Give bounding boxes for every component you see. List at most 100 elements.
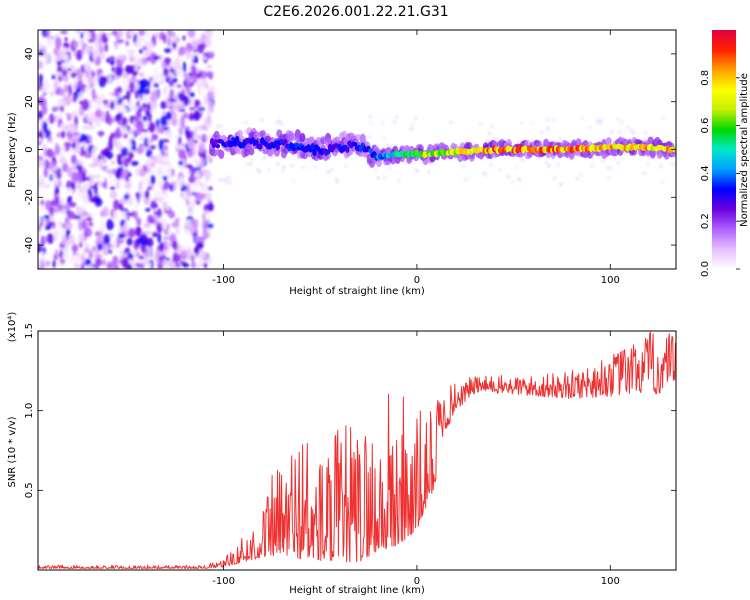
noise-cell xyxy=(120,211,125,219)
noise-cell xyxy=(57,74,63,82)
noise-cell xyxy=(53,177,59,185)
faint-speck xyxy=(670,163,674,167)
noise-cell xyxy=(53,165,59,172)
noise-cell xyxy=(97,32,101,41)
noise-cell xyxy=(190,254,195,263)
noise-cell xyxy=(182,263,190,268)
noise-cell xyxy=(198,192,205,201)
noise-cell xyxy=(156,196,164,203)
track-core xyxy=(258,143,263,150)
noise-cell xyxy=(139,233,148,243)
faint-speck xyxy=(344,164,348,168)
noise-cell xyxy=(134,64,139,72)
noise-cell xyxy=(87,188,93,200)
noise-cell xyxy=(78,91,84,96)
noise-cell xyxy=(172,252,179,264)
noise-cell xyxy=(125,90,131,101)
noise-cell xyxy=(156,92,160,99)
spectrogram-cells xyxy=(38,30,676,269)
faint-speck xyxy=(246,162,250,166)
noise-cell xyxy=(180,176,184,188)
faint-speck xyxy=(530,121,534,125)
track-halo xyxy=(301,152,308,160)
noise-cell xyxy=(110,100,115,110)
noise-cell xyxy=(88,251,94,260)
noise-cell xyxy=(110,160,116,166)
faint-speck xyxy=(617,131,621,135)
faint-speck xyxy=(381,121,385,125)
faint-speck xyxy=(661,180,665,184)
colorbar-tick-label: 0.8 xyxy=(700,70,711,86)
noise-cell xyxy=(42,81,51,93)
noise-cell xyxy=(38,159,44,168)
noise-cell xyxy=(131,139,136,148)
colorbar-label: Normalized spectral amplitude xyxy=(739,73,750,227)
track-halo xyxy=(466,142,473,150)
noise-cell xyxy=(206,71,214,78)
noise-cell xyxy=(53,80,58,91)
noise-cell xyxy=(203,210,210,222)
noise-cell xyxy=(142,102,148,109)
noise-cell xyxy=(41,104,48,115)
noise-cell xyxy=(159,171,163,182)
noise-cell xyxy=(121,105,126,114)
noise-speck xyxy=(178,160,184,166)
faint-speck xyxy=(228,181,232,185)
noise-cell xyxy=(81,195,89,203)
faint-speck xyxy=(368,135,372,139)
colorbar-ticks: 0.0 0.2 0.4 0.6 0.8 xyxy=(700,70,740,277)
noise-cell xyxy=(139,169,146,177)
noise-cell xyxy=(71,252,79,256)
noise-cell xyxy=(185,189,194,198)
noise-cell xyxy=(193,253,197,257)
noise-cell xyxy=(165,207,170,211)
noise-cell xyxy=(73,214,82,220)
noise-cell xyxy=(126,237,133,246)
noise-cell xyxy=(54,249,59,258)
noise-cell xyxy=(158,54,164,63)
noise-cell xyxy=(81,171,86,183)
noise-cell xyxy=(45,30,50,39)
faint-speck xyxy=(385,143,389,147)
noise-cell xyxy=(78,164,83,175)
noise-cell xyxy=(97,102,102,107)
noise-cell xyxy=(67,234,76,245)
noise-cell xyxy=(135,262,143,268)
noise-cell xyxy=(151,231,159,238)
spectrogram-ytick-label: 0 xyxy=(24,146,35,152)
faint-speck xyxy=(507,175,511,179)
noise-cell xyxy=(193,140,199,144)
faint-speck xyxy=(546,126,550,130)
noise-cell xyxy=(38,214,42,226)
noise-cell xyxy=(116,59,123,68)
faint-speck xyxy=(511,181,515,185)
noise-cell xyxy=(97,42,103,47)
noise-cell xyxy=(134,168,141,177)
noise-cell xyxy=(115,170,123,179)
noise-cell xyxy=(198,124,205,131)
noise-cell xyxy=(103,210,108,218)
noise-cell xyxy=(87,124,95,130)
spectrogram-ylabel: Frequency (Hz) xyxy=(7,112,18,188)
noise-cell xyxy=(196,112,200,120)
noise-cell xyxy=(104,103,112,108)
noise-cell xyxy=(164,47,172,54)
noise-cell xyxy=(85,86,93,90)
noise-cell xyxy=(83,144,88,151)
noise-cell xyxy=(128,151,134,159)
noise-cell xyxy=(168,259,174,269)
noise-cell xyxy=(60,122,65,132)
noise-cell xyxy=(111,178,119,183)
faint-speck xyxy=(397,179,401,183)
track-core xyxy=(310,143,315,150)
faint-speck xyxy=(616,161,620,165)
faint-speck xyxy=(556,163,560,167)
faint-speck xyxy=(520,121,524,125)
noise-speck xyxy=(75,87,81,93)
noise-cell xyxy=(148,76,155,82)
noise-cell xyxy=(91,88,96,99)
noise-cell xyxy=(135,226,142,237)
noise-cell xyxy=(38,243,41,253)
faint-speck xyxy=(414,117,418,121)
noise-cell xyxy=(206,64,213,69)
